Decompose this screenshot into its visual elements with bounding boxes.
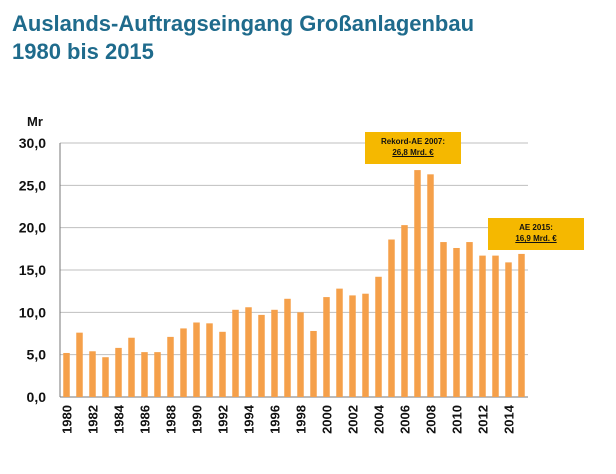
x-tick-label: 2006: [398, 405, 413, 434]
x-tick-label: 2014: [502, 404, 517, 434]
bar-1984: [115, 347, 122, 397]
ae-2015-callout: AE 2015: 16,9 Mrd. €: [488, 218, 584, 250]
bar-1998: [297, 312, 304, 397]
bar-2000: [323, 297, 330, 397]
y-tick-label: 0,0: [27, 389, 47, 405]
bar-2006: [401, 225, 408, 397]
bar-2001: [336, 288, 343, 397]
x-tick-label: 1984: [112, 404, 127, 434]
x-tick-label: 1990: [190, 405, 205, 434]
x-tick-label: 2012: [476, 405, 491, 434]
bar-1985: [128, 337, 135, 397]
bar-1980: [63, 352, 70, 397]
x-tick-label: 1982: [86, 405, 101, 434]
y-tick-label: 20,0: [19, 220, 46, 236]
bar-2015: [518, 253, 525, 397]
bar-1981: [76, 332, 83, 397]
bar-1982: [89, 351, 96, 397]
x-tick-label: 1992: [216, 405, 231, 434]
bar-2005: [388, 239, 395, 397]
y-tick-label: 15,0: [19, 262, 46, 278]
title-line-1: Auslands-Auftragseingang Großanlagenbau: [12, 11, 475, 36]
chart-title: Auslands-Auftragseingang Großanlagenbau …: [12, 10, 474, 66]
x-tick-label: 2004: [372, 404, 387, 434]
bar-1983: [102, 357, 109, 397]
bar-2003: [362, 293, 369, 397]
bar-1994: [245, 307, 252, 397]
bar-2002: [349, 295, 356, 397]
record-2007-callout: Rekord-AE 2007: 26,8 Mrd. €: [365, 132, 461, 164]
x-tick-label: 2002: [346, 405, 361, 434]
bar-1988: [167, 336, 174, 397]
ae-2015-value: 16,9 Mrd. €: [515, 234, 557, 243]
x-tick-label: 2008: [424, 405, 439, 434]
bar-2004: [375, 276, 382, 397]
x-tick-label: 1996: [268, 405, 283, 434]
x-tick-label: 1988: [164, 405, 179, 434]
y-tick-label: 5,0: [27, 347, 47, 363]
bar-2007: [414, 170, 421, 397]
x-tick-label: 1998: [294, 405, 309, 434]
bar-1995: [258, 314, 265, 397]
bar-1997: [284, 298, 291, 397]
y-tick-label: 10,0: [19, 304, 46, 320]
record-2007-value: 26,8 Mrd. €: [392, 148, 434, 157]
record-2007-label: Rekord-AE 2007:: [380, 137, 446, 146]
bar-2014: [505, 262, 512, 397]
y-axis-unit-label: Mr: [27, 114, 43, 129]
bar-1989: [180, 328, 187, 397]
ae-2015-label: AE 2015:: [519, 223, 553, 232]
bar-2009: [440, 242, 447, 397]
bar-2013: [492, 255, 499, 397]
bar-1999: [310, 330, 317, 397]
bar-1992: [219, 331, 226, 397]
bar-2011: [466, 242, 473, 397]
bar-1991: [206, 323, 213, 397]
y-tick-label: 30,0: [19, 135, 46, 151]
bar-2008: [427, 174, 434, 397]
bar-1993: [232, 309, 239, 397]
x-tick-label: 1994: [242, 404, 257, 434]
bar-1996: [271, 309, 278, 397]
x-tick-label: 2010: [450, 405, 465, 434]
y-tick-label: 25,0: [19, 177, 46, 193]
x-tick-label: 2000: [320, 405, 335, 434]
bar-1987: [154, 352, 161, 397]
x-tick-label: 1980: [60, 405, 75, 434]
title-line-2: 1980 bis 2015: [12, 39, 154, 64]
bar-2012: [479, 255, 486, 397]
bar-1990: [193, 322, 200, 397]
x-tick-label: 1986: [138, 405, 153, 434]
bar-2010: [453, 247, 460, 397]
bar-1986: [141, 352, 148, 397]
